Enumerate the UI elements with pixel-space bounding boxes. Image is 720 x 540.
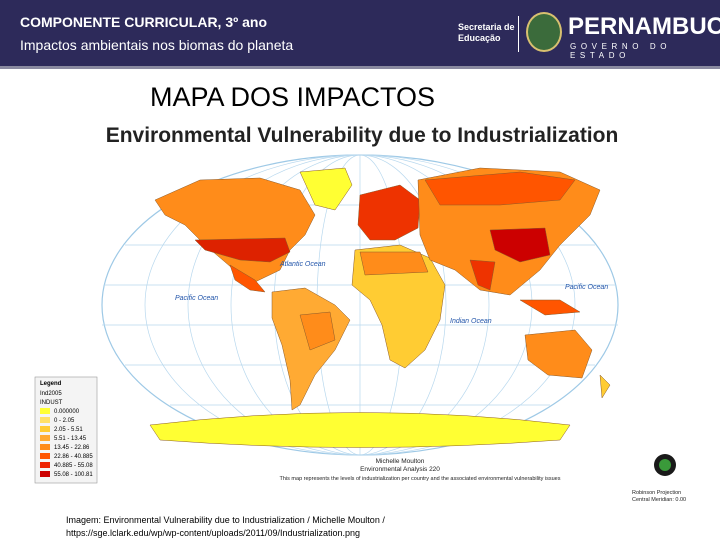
- legend-swatch: [40, 462, 50, 468]
- state-seal: [526, 12, 562, 52]
- legend-swatch: [40, 426, 50, 432]
- map-credit: Michelle Moulton Environmental Analysis …: [280, 458, 561, 482]
- countries: [149, 167, 611, 448]
- legend-label: 2.05 - 5.51: [54, 427, 83, 433]
- legend-label: 55.08 - 100.81: [54, 472, 93, 478]
- course-subtitle: Impactos ambientais nos biomas do planet…: [20, 37, 294, 53]
- usa: [194, 237, 291, 263]
- government-logo: GOVERNO DO ESTADO: [570, 42, 672, 60]
- greenland: [299, 167, 353, 211]
- legend-swatch: [40, 408, 50, 414]
- map-title: Environmental Vulnerability due to Indus…: [106, 124, 619, 147]
- divider: [518, 16, 519, 52]
- header: COMPONENTE CURRICULAR, 3º ano Impactos a…: [0, 0, 720, 69]
- legend-swatch: [40, 471, 50, 477]
- projection-line: Central Meridian: 0.00: [632, 497, 686, 503]
- india: [469, 259, 496, 291]
- legend-label: 22.86 - 40.885: [54, 454, 93, 460]
- legend-label: 13.45 - 22.86: [54, 445, 90, 451]
- legend-layer: Ind2005: [40, 391, 62, 397]
- credit-line: This map represents the levels of indust…: [280, 476, 561, 482]
- college-logo-center: [659, 459, 671, 471]
- projection-line: Robinson Projection: [632, 490, 681, 496]
- ocean-label: Pacific Ocean: [565, 284, 608, 291]
- credit-line: Michelle Moulton: [376, 458, 425, 465]
- brazil: [299, 311, 336, 351]
- map-image: Environmental Vulnerability due to Indus…: [28, 114, 692, 514]
- legend-label: 0.000000: [54, 409, 80, 415]
- ocean-label: Pacific Ocean: [175, 295, 218, 302]
- legend-label: 40.885 - 55.08: [54, 463, 93, 469]
- antarctica: [149, 412, 571, 448]
- north-africa: [359, 251, 429, 276]
- legend-swatch: [40, 444, 50, 450]
- new-zealand: [599, 374, 611, 399]
- slide-title: MAPA DOS IMPACTOS: [150, 82, 436, 112]
- indonesia: [519, 299, 581, 316]
- ocean-labels: Atlantic Ocean Pacific Ocean Pacific Oce…: [175, 261, 608, 325]
- legend-swatch: [40, 435, 50, 441]
- legend-label: 5.51 - 13.45: [54, 436, 87, 442]
- russia: [424, 171, 576, 206]
- course-title: COMPONENTE CURRICULAR, 3º ano: [20, 14, 268, 30]
- legend-field: INDUST: [40, 400, 63, 406]
- australia: [524, 329, 593, 379]
- legend-swatch: [40, 453, 50, 459]
- image-caption: Imagem: Environmental Vulnerability due …: [66, 514, 385, 540]
- europe: [357, 184, 421, 241]
- china: [489, 227, 551, 263]
- credit-line: Environmental Analysis 220: [360, 466, 440, 473]
- africa: [351, 244, 446, 369]
- caption-line: https://sge.lclark.edu/wp/wp-content/upl…: [66, 528, 361, 538]
- logo-text: Secretaria de: [458, 22, 515, 32]
- state-logo: PERNAMBUCO: [568, 13, 720, 40]
- central-america: [229, 264, 266, 293]
- legend-swatch: [40, 417, 50, 423]
- projection-note: Robinson Projection Central Meridian: 0.…: [632, 490, 686, 503]
- legend: Legend Ind2005 INDUST 0.000000 0 - 2.05 …: [34, 376, 98, 484]
- secretaria-logo: Secretaria de Educação: [458, 22, 515, 44]
- ocean-label: Atlantic Ocean: [279, 261, 326, 268]
- ocean-label: Indian Ocean: [450, 318, 492, 325]
- legend-title: Legend: [40, 381, 62, 387]
- logo-text: Educação: [458, 33, 501, 43]
- legend-label: 0 - 2.05: [54, 418, 75, 424]
- caption-line: Imagem: Environmental Vulnerability due …: [66, 515, 385, 525]
